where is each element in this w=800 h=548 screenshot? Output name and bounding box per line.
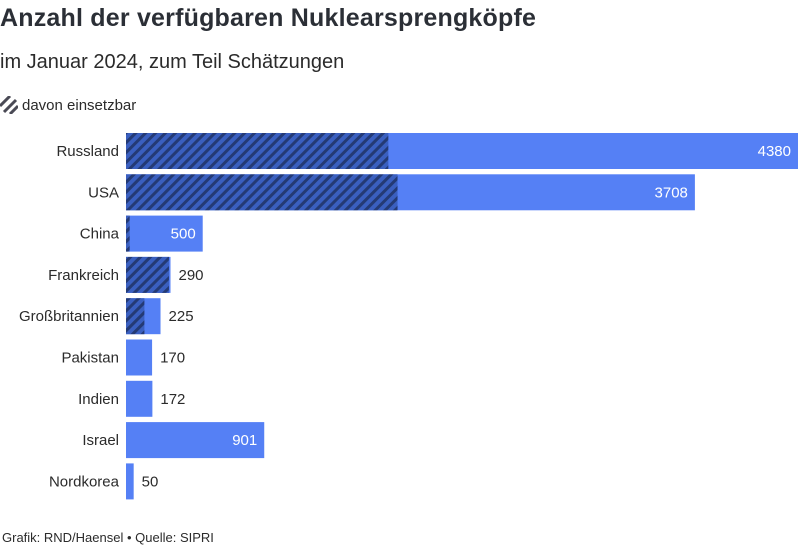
value-label: 901 [232,432,257,449]
bar-chart: Russland 4380 USA 3708 China 500 Frankreich 290… [19,133,798,500]
category-label: Indien [78,391,119,408]
category-label: Großbritannien [19,308,119,325]
source-note: Grafik: RND/Haensel • Quelle: SIPRI [2,530,214,545]
bar-total [126,380,153,417]
value-label: 290 [178,267,203,284]
bar-total [126,463,134,500]
bar-deployable [126,298,145,335]
hatch-legend-icon [0,96,18,114]
category-label: Frankreich [48,267,119,284]
category-label: China [80,226,120,243]
value-label: 50 [142,473,159,490]
category-label: USA [88,184,119,201]
value-label: 500 [171,226,196,243]
bar-deployable [126,133,389,169]
bar-total [126,422,265,459]
bar-deployable [126,215,130,252]
category-label: Nordkorea [49,473,120,490]
value-label: 170 [160,350,185,367]
legend-label: davon einsetzbar [22,96,137,114]
value-label: 4380 [758,143,791,160]
category-label: Russland [56,143,119,160]
value-label: 172 [160,391,185,408]
bar-deployable [126,174,398,211]
value-label: 3708 [655,184,688,201]
chart-subtitle: im Januar 2024, zum Teil Schätzungen [0,51,345,73]
category-label: Pakistan [61,350,119,367]
bar-deployable [126,256,169,293]
bar-total [126,339,153,376]
chart-title: Anzahl der verfügbaren Nuklearsprengköpf… [0,4,537,32]
value-label: 225 [169,308,194,325]
category-label: Israel [82,432,119,449]
bar-total [126,215,203,252]
legend: davon einsetzbar [0,95,136,115]
